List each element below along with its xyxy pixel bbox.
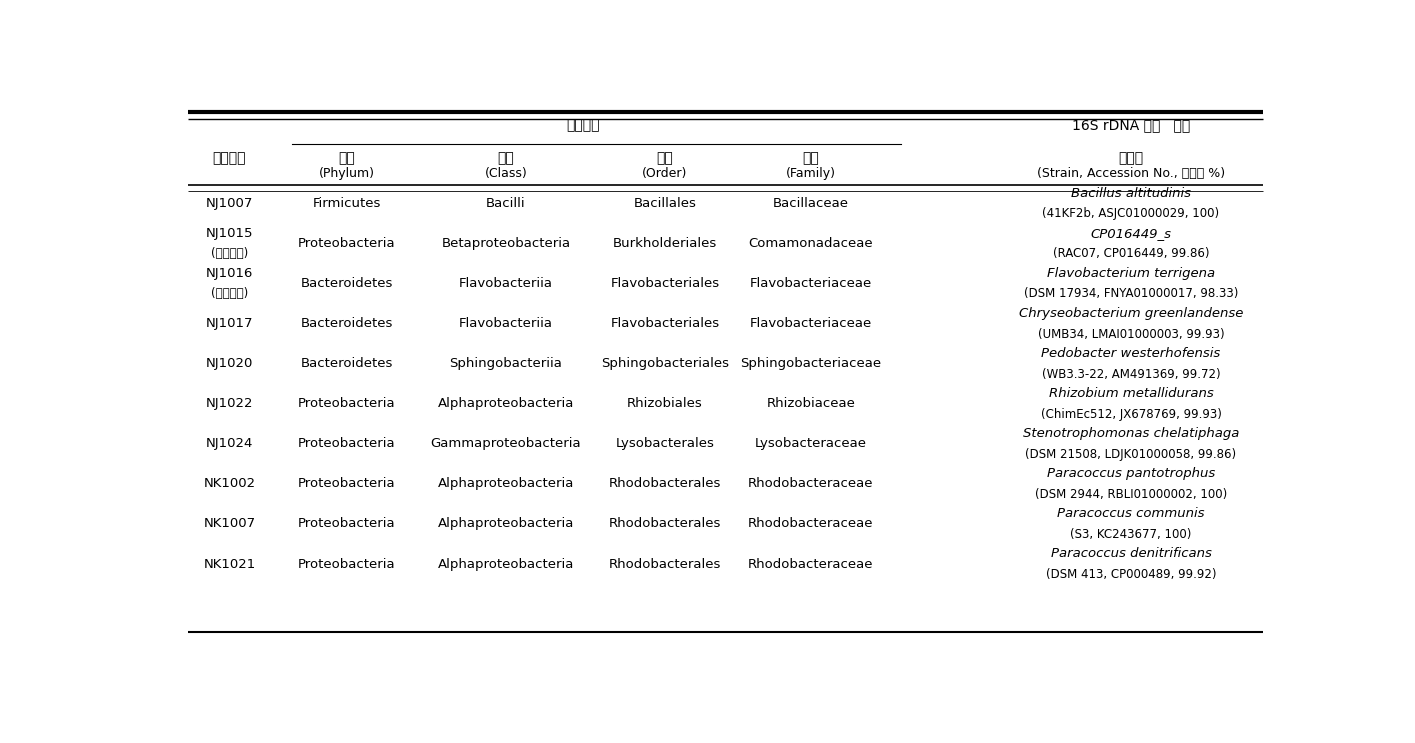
Text: Flavobacteriaceae: Flavobacteriaceae (750, 317, 872, 330)
Text: Alphaproteobacteria: Alphaproteobacteria (437, 478, 574, 490)
Text: Flavobacterium terrigena: Flavobacterium terrigena (1047, 267, 1215, 280)
Text: 과명: 과명 (802, 151, 819, 165)
Text: (Strain, Accession No., 상동성 %): (Strain, Accession No., 상동성 %) (1037, 167, 1225, 181)
Text: CP016449_s: CP016449_s (1091, 227, 1172, 240)
Text: Bacilli: Bacilli (485, 197, 526, 210)
Text: (DSM 17934, FNYA01000017, 98.33): (DSM 17934, FNYA01000017, 98.33) (1023, 288, 1238, 300)
Text: Betaproteobacteria: Betaproteobacteria (441, 237, 570, 250)
Text: (UMB34, LMAI01000003, 99.93): (UMB34, LMAI01000003, 99.93) (1037, 328, 1224, 340)
Text: Rhodobacterales: Rhodobacterales (608, 557, 722, 571)
Text: Bacteroidetes: Bacteroidetes (300, 277, 393, 291)
Text: (WB3.3-22, AM491369, 99.72): (WB3.3-22, AM491369, 99.72) (1041, 368, 1220, 380)
Text: Burkholderiales: Burkholderiales (613, 237, 717, 250)
Text: 문명: 문명 (338, 151, 355, 165)
Text: NJ1020: NJ1020 (205, 357, 253, 370)
Text: (Class): (Class) (484, 167, 528, 181)
Text: NJ1022: NJ1022 (205, 398, 253, 410)
Text: Proteobacteria: Proteobacteria (299, 438, 396, 450)
Text: Rhizobiaceae: Rhizobiaceae (767, 398, 855, 410)
Text: NJ1017: NJ1017 (205, 317, 253, 330)
Text: Flavobacteriia: Flavobacteriia (458, 317, 553, 330)
Text: Bacteroidetes: Bacteroidetes (300, 317, 393, 330)
Text: Paracoccus communis: Paracoccus communis (1057, 507, 1204, 520)
Text: (S3, KC243677, 100): (S3, KC243677, 100) (1070, 528, 1191, 541)
Text: Rhodobacteraceae: Rhodobacteraceae (749, 557, 873, 571)
Text: Proteobacteria: Proteobacteria (299, 517, 396, 531)
Text: Proteobacteria: Proteobacteria (299, 398, 396, 410)
Text: Gammaproteobacteria: Gammaproteobacteria (430, 438, 582, 450)
Text: Sphingobacteriales: Sphingobacteriales (601, 357, 729, 370)
Text: Alphaproteobacteria: Alphaproteobacteria (437, 557, 574, 571)
Text: Rhodobacteraceae: Rhodobacteraceae (749, 478, 873, 490)
Text: NJ1024: NJ1024 (205, 438, 253, 450)
Text: (신종후보): (신종후보) (211, 247, 248, 260)
Text: Comamonadaceae: Comamonadaceae (749, 237, 873, 250)
Text: NK1007: NK1007 (204, 517, 256, 531)
Text: Rhizobium metallidurans: Rhizobium metallidurans (1049, 387, 1213, 400)
Text: 군주번호: 군주번호 (212, 151, 246, 165)
Text: Paracoccus pantotrophus: Paracoccus pantotrophus (1047, 467, 1215, 480)
Text: Pedobacter westerhofensis: Pedobacter westerhofensis (1041, 347, 1221, 360)
Text: NJ1016: NJ1016 (205, 267, 253, 280)
Text: Bacillales: Bacillales (634, 197, 696, 210)
Text: (DSM 413, CP000489, 99.92): (DSM 413, CP000489, 99.92) (1046, 568, 1215, 581)
Text: Bacillus altitudinis: Bacillus altitudinis (1071, 186, 1191, 200)
Text: (DSM 2944, RBLI01000002, 100): (DSM 2944, RBLI01000002, 100) (1034, 487, 1227, 501)
Text: Flavobacteriales: Flavobacteriales (610, 277, 719, 291)
Text: Alphaproteobacteria: Alphaproteobacteria (437, 517, 574, 531)
Text: Bacillaceae: Bacillaceae (773, 197, 849, 210)
Text: Sphingobacteriaceae: Sphingobacteriaceae (740, 357, 882, 370)
Text: Chryseobacterium greenlandense: Chryseobacterium greenlandense (1019, 307, 1244, 320)
Text: 종속명: 종속명 (1118, 151, 1143, 165)
Text: NK1002: NK1002 (204, 478, 256, 490)
Text: (RAC07, CP016449, 99.86): (RAC07, CP016449, 99.86) (1053, 247, 1210, 261)
Text: Proteobacteria: Proteobacteria (299, 237, 396, 250)
Text: 16S rDNA 동정   결과: 16S rDNA 동정 결과 (1071, 118, 1190, 132)
Text: Lysobacterales: Lysobacterales (616, 438, 715, 450)
Text: (Order): (Order) (642, 167, 688, 181)
Text: NK1021: NK1021 (204, 557, 256, 571)
Text: Proteobacteria: Proteobacteria (299, 557, 396, 571)
Text: 강명: 강명 (498, 151, 514, 165)
Text: Flavobacteriia: Flavobacteriia (458, 277, 553, 291)
Text: NJ1007: NJ1007 (205, 197, 253, 210)
Text: Bacteroidetes: Bacteroidetes (300, 357, 393, 370)
Text: Paracoccus denitrificans: Paracoccus denitrificans (1050, 547, 1211, 560)
Text: Flavobacteriales: Flavobacteriales (610, 317, 719, 330)
Text: Flavobacteriaceae: Flavobacteriaceae (750, 277, 872, 291)
Text: Proteobacteria: Proteobacteria (299, 478, 396, 490)
Text: Stenotrophomonas chelatiphaga: Stenotrophomonas chelatiphaga (1023, 427, 1240, 440)
Text: (DSM 21508, LDJK01000058, 99.86): (DSM 21508, LDJK01000058, 99.86) (1026, 448, 1237, 461)
Text: (신종후보): (신종후보) (211, 287, 248, 300)
Text: Rhodobacteraceae: Rhodobacteraceae (749, 517, 873, 531)
Text: Rhodobacterales: Rhodobacterales (608, 517, 722, 531)
Text: Lysobacteraceae: Lysobacteraceae (754, 438, 867, 450)
Text: (41KF2b, ASJC01000029, 100): (41KF2b, ASJC01000029, 100) (1043, 207, 1220, 221)
Text: (ChimEc512, JX678769, 99.93): (ChimEc512, JX678769, 99.93) (1040, 408, 1221, 421)
Text: Firmicutes: Firmicutes (313, 197, 381, 210)
Text: (Phylum): (Phylum) (318, 167, 375, 181)
Text: Alphaproteobacteria: Alphaproteobacteria (437, 398, 574, 410)
Text: 목명: 목명 (657, 151, 674, 165)
Text: Rhizobiales: Rhizobiales (627, 398, 703, 410)
Text: Sphingobacteriia: Sphingobacteriia (450, 357, 562, 370)
Text: NJ1015: NJ1015 (205, 227, 253, 241)
Text: (Family): (Family) (785, 167, 836, 181)
Text: 분류정보: 분류정보 (566, 118, 600, 132)
Text: Rhodobacterales: Rhodobacterales (608, 478, 722, 490)
